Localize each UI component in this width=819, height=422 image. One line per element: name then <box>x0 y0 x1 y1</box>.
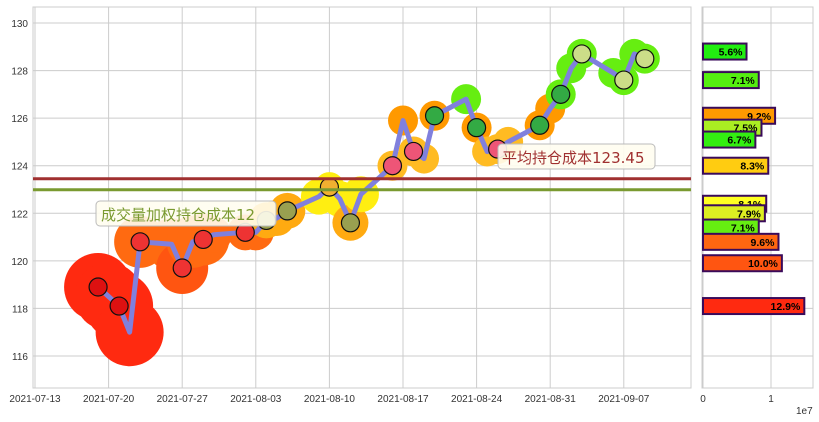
volume-bar: 5.6% <box>702 42 748 61</box>
y-tick-label: 130 <box>11 19 28 30</box>
fruit-marker-icon <box>88 277 108 297</box>
x-tick-label: 2021-07-13 <box>9 394 61 405</box>
vwap-cost-annotation: 成交量加权持仓成本12 <box>95 200 277 227</box>
volume-bar: 10.0% <box>702 254 783 273</box>
x-axis-ticks: 2021-07-13 2021-07-20 2021-07-27 2021-08-03… <box>9 394 649 405</box>
bar-percent-label: 6.7% <box>727 135 752 147</box>
fruit-marker-icon <box>277 201 297 221</box>
fruit-marker-icon <box>635 49 655 69</box>
fruit-marker-icon <box>403 141 424 162</box>
fruit-marker-icon <box>424 106 445 126</box>
y-axis-ticks: 116 118 120 122 124 126 128 130 <box>11 19 28 363</box>
exponent-label: 1e7 <box>796 406 813 417</box>
x-tick-label: 2021-08-10 <box>304 394 356 405</box>
y-tick-label: 124 <box>11 162 28 173</box>
fruit-marker-icon <box>109 296 129 316</box>
bar-percent-label: 9.6% <box>751 237 776 249</box>
fruit-marker-icon <box>319 177 339 197</box>
volume-bar: 8.3% <box>702 156 770 175</box>
x-tick-label: 2021-08-17 <box>377 394 429 405</box>
fruit-marker-icon <box>340 213 361 233</box>
fruit-marker-icon <box>382 156 403 176</box>
bar-percent-label: 7.1% <box>731 223 756 235</box>
fruit-marker-icon <box>172 258 192 278</box>
volume-bar: 7.1% <box>702 71 760 90</box>
bar-percent-label: 7.1% <box>731 75 756 87</box>
bar-percent-label: 12.9% <box>771 301 801 313</box>
y-tick-label: 128 <box>11 67 28 78</box>
y-tick-label: 122 <box>11 209 28 220</box>
x-tick-label: 2021-08-24 <box>451 394 503 405</box>
x-tick-label: 2021-07-20 <box>83 394 135 405</box>
fruit-marker-icon <box>467 118 487 138</box>
fruit-marker-icon <box>614 70 634 90</box>
volume-bar: 9.6% <box>702 232 780 251</box>
fruit-marker-icon <box>551 84 571 104</box>
volume-bars: 5.6%7.1%9.2%7.5%6.7%8.3%8.1%7.9%7.1%9.6%… <box>702 42 806 316</box>
x-tick-label: 2021-09-07 <box>598 394 650 405</box>
volume-bar: 6.7% <box>702 130 757 149</box>
bar-x-tick-label: 1 <box>768 394 774 405</box>
bar-x-tick-label: 0 <box>700 394 706 405</box>
avg-cost-label: 平均持仓成本123.45 <box>502 149 645 167</box>
y-tick-label: 118 <box>12 304 28 315</box>
bar-percent-label: 5.6% <box>719 47 744 59</box>
vwap-cost-label: 成交量加权持仓成本12 <box>101 206 255 224</box>
volume-bar: 12.9% <box>702 297 806 316</box>
x-tick-label: 2021-07-27 <box>157 394 209 405</box>
fruit-marker-icon <box>530 115 550 135</box>
y-tick-label: 116 <box>12 352 28 363</box>
fruit-marker-icon <box>193 229 213 250</box>
bar-percent-label: 8.3% <box>740 161 765 173</box>
x-tick-label: 2021-08-03 <box>230 394 282 405</box>
fruit-marker-icon <box>130 232 150 252</box>
avg-cost-annotation: 平均持仓成本123.45 <box>497 143 656 170</box>
fruit-markers <box>88 44 655 316</box>
y-tick-label: 120 <box>11 257 28 268</box>
y-tick-label: 126 <box>11 114 28 125</box>
x-tick-label: 2021-08-31 <box>525 394 577 405</box>
bar-percent-label: 10.0% <box>748 258 778 270</box>
fruit-marker-icon <box>572 44 592 64</box>
volume-profile-plot: 5.6%7.1%9.2%7.5%6.7%8.3%8.1%7.9%7.1%9.6%… <box>700 6 814 417</box>
bar-percent-label: 7.9% <box>737 208 762 220</box>
